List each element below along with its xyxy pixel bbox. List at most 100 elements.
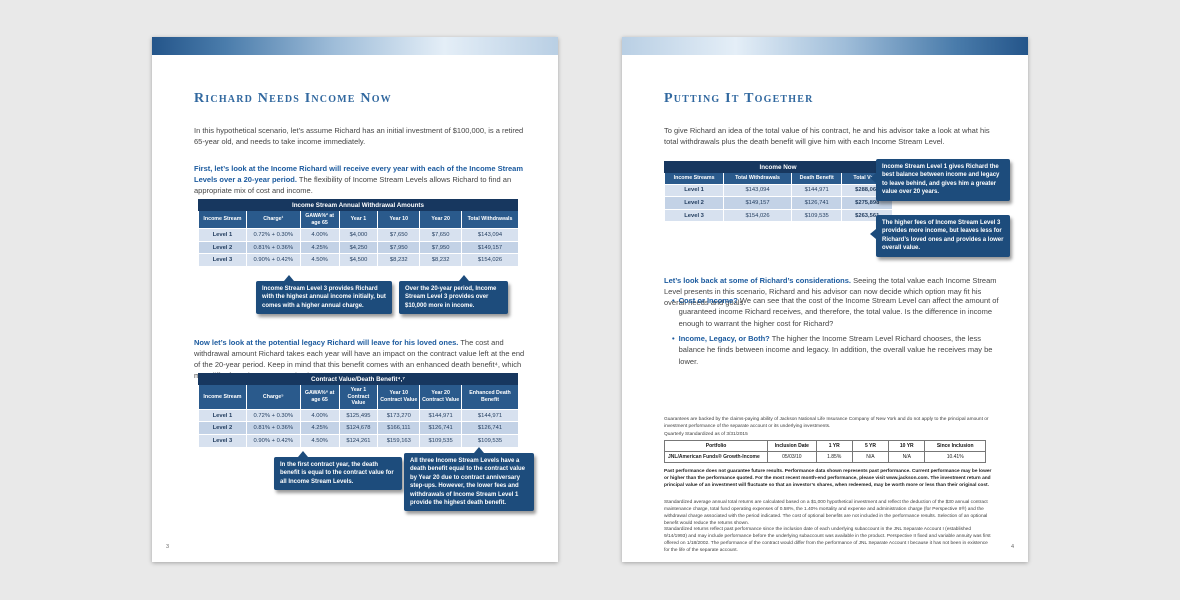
column-header: Total Withdrawals xyxy=(461,211,518,229)
table-cell: $159,163 xyxy=(377,434,420,447)
table-cell: 0.90% + 0.42% xyxy=(245,253,301,266)
callout-higher-fees: The higher fees of Income Stream Level 3… xyxy=(870,215,1010,257)
table-cell: $126,741 xyxy=(461,421,518,435)
withdrawal-table-title: Income Stream Annual Withdrawal Amounts xyxy=(198,199,518,211)
past-performance-disclaimer: Past performance does not guarantee futu… xyxy=(664,469,992,488)
callout-text: All three Income Stream Levels have a de… xyxy=(410,458,526,506)
table-cell: $7,950 xyxy=(419,240,462,254)
table-cell: $109,535 xyxy=(790,208,842,222)
table-cell: 1.85% xyxy=(815,451,853,463)
header-gradient-bar xyxy=(622,37,1028,55)
table-cell: 10.41% xyxy=(924,451,986,463)
table-cell: $8,232 xyxy=(419,253,462,266)
table-cell: 0.72% + 0.30% xyxy=(245,228,301,242)
row-label: Level 1 xyxy=(198,228,247,242)
bullet-income-legacy: • Income, Legacy, or Both? The higher th… xyxy=(672,333,1004,367)
intro-text: To give Richard an idea of the total val… xyxy=(664,125,990,146)
row-label: Level 1 xyxy=(198,408,247,422)
pointer-triangle-icon xyxy=(284,275,294,281)
table-row: JNL/American Funds® Growth-Income 05/03/1… xyxy=(663,451,986,463)
page-number: 4 xyxy=(1010,544,1014,550)
table-cell: $144,971 xyxy=(419,408,462,422)
withdrawal-table-grid: Income Stream Charge¹ GAWA%² at age 65 Year… xyxy=(198,211,518,266)
table-header-row: Portfolio Inclusion Date 1 YR 5 YR 10 YR Sinc… xyxy=(663,440,986,452)
table-row: Level 2 0.81% + 0.36% 4.25% $124,678 $166,11… xyxy=(198,421,518,435)
table-cell: 05/03/10 xyxy=(767,451,817,463)
column-header: Income Stream xyxy=(198,211,247,229)
table-cell: $4,500 xyxy=(338,253,378,266)
column-header: 10 YR xyxy=(888,440,926,452)
callout-more-income: Over the 20-year period, Income Stream L… xyxy=(399,275,508,315)
bullet-text: Income, Legacy, or Both? The higher the … xyxy=(679,333,1004,367)
pointer-triangle-icon xyxy=(298,451,308,457)
table-cell: 4.00% xyxy=(299,408,340,422)
table-cell: 4.25% xyxy=(299,421,340,435)
table-cell: 4.50% xyxy=(299,434,340,447)
table-row: Level 3 0.90% + 0.42% 4.50% $124,261 $159,16… xyxy=(198,434,518,447)
bullet-lead: Cost or Income? xyxy=(678,296,738,305)
table-row: Level 2 0.81% + 0.36% 4.25% $4,250 $7,950 $7,… xyxy=(198,240,518,254)
column-header: Year 10 xyxy=(377,211,420,229)
income-now-table: Income Now Income Streams Total Withdrawa… xyxy=(663,161,892,222)
table-cell: $149,157 xyxy=(461,240,518,254)
callout-first-year: In the first contract year, the death be… xyxy=(274,451,402,491)
table-cell: $109,535 xyxy=(461,434,518,447)
death-benefit-table-grid: Income Stream Charge⁵ GAWA%⁶ at age 65 Year… xyxy=(198,385,518,447)
table-cell: $166,111 xyxy=(377,421,420,435)
table-cell: $125,495 xyxy=(338,408,378,422)
table-cell: $4,250 xyxy=(338,240,378,254)
page-number: 3 xyxy=(166,544,170,550)
withdrawal-table: Income Stream Annual Withdrawal Amounts … xyxy=(198,199,518,266)
table-cell: $124,261 xyxy=(338,434,378,447)
column-header: 1 YR xyxy=(815,440,853,452)
intro-paragraph: In this hypothetical scenario, let’s ass… xyxy=(194,125,524,148)
table-cell: 4.25% xyxy=(299,240,340,254)
table-header-row: Income Streams Total Withdrawals Death Ben… xyxy=(663,173,892,185)
table-cell: $154,026 xyxy=(461,253,518,266)
table-cell: $109,535 xyxy=(419,434,462,447)
bullet-icon: • xyxy=(672,296,675,305)
column-header: Charge¹ xyxy=(245,211,301,229)
column-header: Year 1 Contract Value xyxy=(338,385,378,410)
bullet-rest: We can see that the cost of the Income S… xyxy=(678,296,999,328)
death-benefit-table: Contract Value/Death Benefit⁴,⁷ Income S… xyxy=(198,373,518,447)
pointer-triangle-icon xyxy=(870,229,876,239)
column-header: Year 20 Contract Value xyxy=(419,385,462,410)
table-cell: $7,650 xyxy=(377,228,420,242)
table-header-row: Income Stream Charge⁵ GAWA%⁶ at age 65 Year… xyxy=(198,385,518,410)
callout-step-ups: All three Income Stream Levels have a de… xyxy=(404,447,534,512)
pointer-triangle-icon xyxy=(870,173,876,183)
paragraph-legacy-lead: Now let’s look at the potential legacy R… xyxy=(194,337,459,347)
callout-best-balance: Income Stream Level 1 gives Richard the … xyxy=(870,159,1010,201)
table-cell: 0.90% + 0.42% xyxy=(245,434,301,447)
callout-text: The higher fees of Income Stream Level 3… xyxy=(882,220,1004,252)
paragraph-income-rest: The flexibility of Income Stream Levels … xyxy=(194,174,512,195)
table-cell: $124,678 xyxy=(338,421,378,435)
paragraph-considerations-rest: Seeing the total value each Income Strea… xyxy=(664,275,997,308)
row-label: Level 3 xyxy=(198,253,247,266)
table-cell: $126,741 xyxy=(790,196,842,210)
column-header: GAWA%⁶ at age 65 xyxy=(299,385,340,410)
paragraph-considerations-lead: Let’s look back at some of Richard’s con… xyxy=(664,275,851,285)
bullet-cost-or-income: • Cost or Income? We can see that the co… xyxy=(672,295,1004,329)
column-header: Income Streams xyxy=(663,173,724,185)
bullet-rest: The higher the Income Stream Level Richa… xyxy=(678,334,993,366)
column-header: GAWA%² at age 65 xyxy=(299,211,340,229)
row-label: Level 3 xyxy=(663,208,724,222)
quarterly-label: Quarterly Standardized as of 3/31/2015 xyxy=(664,432,748,437)
table-cell: $143,094 xyxy=(461,228,518,242)
table-cell: N/A xyxy=(851,451,890,463)
page-title: Richard Needs Income Now xyxy=(194,91,392,106)
column-header: 5 YR xyxy=(851,440,890,452)
income-now-table-title: Income Now xyxy=(664,161,892,173)
table-cell: $144,971 xyxy=(790,183,842,197)
row-label: Level 2 xyxy=(198,421,247,435)
column-header: Year 1 xyxy=(338,211,378,229)
standardized-returns-disclaimer: Standardized average annual total return… xyxy=(664,500,988,526)
intro-paragraph: To give Richard an idea of the total val… xyxy=(664,125,1004,148)
table-cell: $143,094 xyxy=(723,183,792,197)
callout-text: Over the 20-year period, Income Stream L… xyxy=(405,286,497,309)
bullet-lead: Income, Legacy, or Both? xyxy=(678,334,770,343)
column-header: Year 10 Contract Value xyxy=(377,385,420,410)
table-header-row: Income Stream Charge¹ GAWA%² at age 65 Year… xyxy=(198,211,518,229)
